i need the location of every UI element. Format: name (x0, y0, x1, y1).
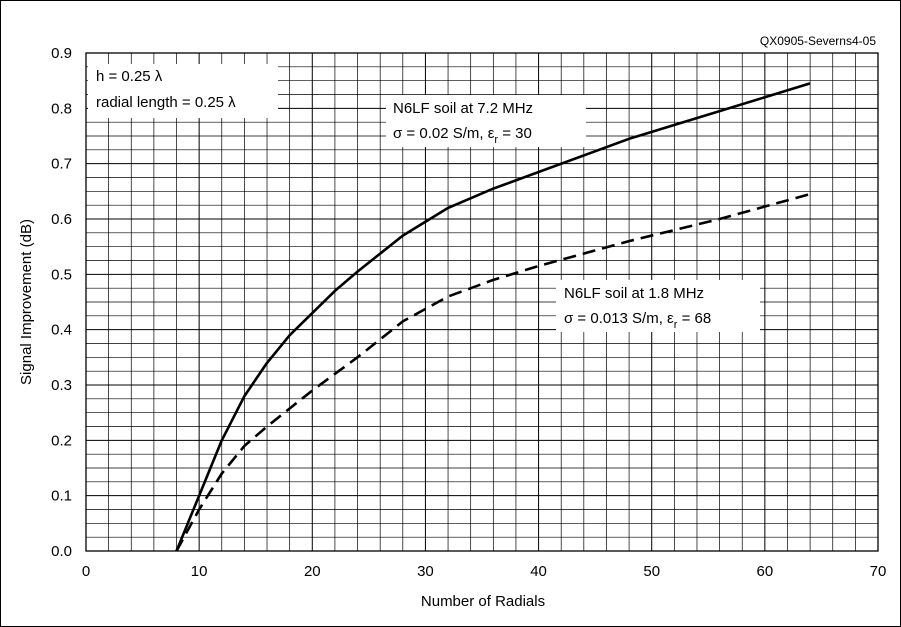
x-tick-label: 0 (82, 563, 90, 580)
series-line-1-8-mhz (175, 192, 811, 552)
plot-area-border (85, 52, 879, 552)
label-7-2-mhz-params-main: σ = 0.02 S/m, ε (393, 125, 495, 142)
label-7-2-mhz-bg (386, 95, 586, 147)
label-1-8-mhz-params-value: = 68 (677, 310, 711, 327)
label-7-2-mhz-params-value: = 30 (498, 125, 532, 142)
y-axis-label: Signal Improvement (dB) (18, 219, 35, 385)
x-tick-label: 70 (870, 563, 887, 580)
y-tick-label: 0.1 (51, 488, 72, 505)
y-tick-label: 0.6 (51, 211, 72, 228)
y-tick-label: 0.7 (51, 156, 72, 173)
y-tick-label: 0.9 (51, 45, 72, 62)
x-tick-label: 50 (643, 563, 660, 580)
x-tick-label: 10 (191, 563, 208, 580)
label-1-8-mhz: N6LF soil at 1.8 MHz σ = 0.013 S/m, εr =… (556, 280, 760, 332)
y-tick-label: 0.2 (51, 432, 72, 449)
series-layer (175, 82, 811, 552)
label-1-8-mhz-params-main: σ = 0.013 S/m, ε (564, 310, 674, 327)
y-tick-label: 0.5 (51, 266, 72, 283)
label-7-2-mhz-params: σ = 0.02 S/m, εr = 30 (393, 125, 532, 146)
y-tick-label: 0.3 (51, 377, 72, 394)
figure-id: QX0905-Severns4-05 (760, 34, 876, 48)
params-line-height: h = 0.25 λ (96, 68, 163, 85)
x-tick-label: 20 (304, 563, 321, 580)
label-1-8-mhz-params-sub: r (674, 319, 678, 331)
label-1-8-mhz-title: N6LF soil at 1.8 MHz (564, 285, 704, 302)
x-tick-label: 60 (757, 563, 774, 580)
params-annotation-bg (88, 64, 278, 118)
label-1-8-mhz-bg (556, 280, 760, 332)
label-7-2-mhz-title: N6LF soil at 7.2 MHz (393, 100, 533, 117)
label-1-8-mhz-params: σ = 0.013 S/m, εr = 68 (564, 310, 711, 331)
label-7-2-mhz: N6LF soil at 7.2 MHz σ = 0.02 S/m, εr = … (386, 95, 586, 147)
y-tick-label: 0.4 (51, 322, 72, 339)
y-tick-label: 0.0 (51, 543, 72, 560)
params-annotation: h = 0.25 λ radial length = 0.25 λ (88, 64, 278, 118)
x-tick-label: 40 (530, 563, 547, 580)
x-tick-label: 30 (417, 563, 434, 580)
x-axis-label: Number of Radials (421, 593, 545, 610)
y-tick-label: 0.8 (51, 100, 72, 117)
label-7-2-mhz-params-sub: r (494, 134, 498, 146)
params-line-radial-length: radial length = 0.25 λ (96, 94, 236, 111)
x-tick-labels: 0 10 20 30 40 50 60 70 (82, 563, 887, 580)
y-tick-labels: 0.0 0.1 0.2 0.3 0.4 0.5 0.6 0.7 0.8 0.9 (51, 45, 72, 560)
series-line-7-2-mhz (175, 82, 811, 552)
